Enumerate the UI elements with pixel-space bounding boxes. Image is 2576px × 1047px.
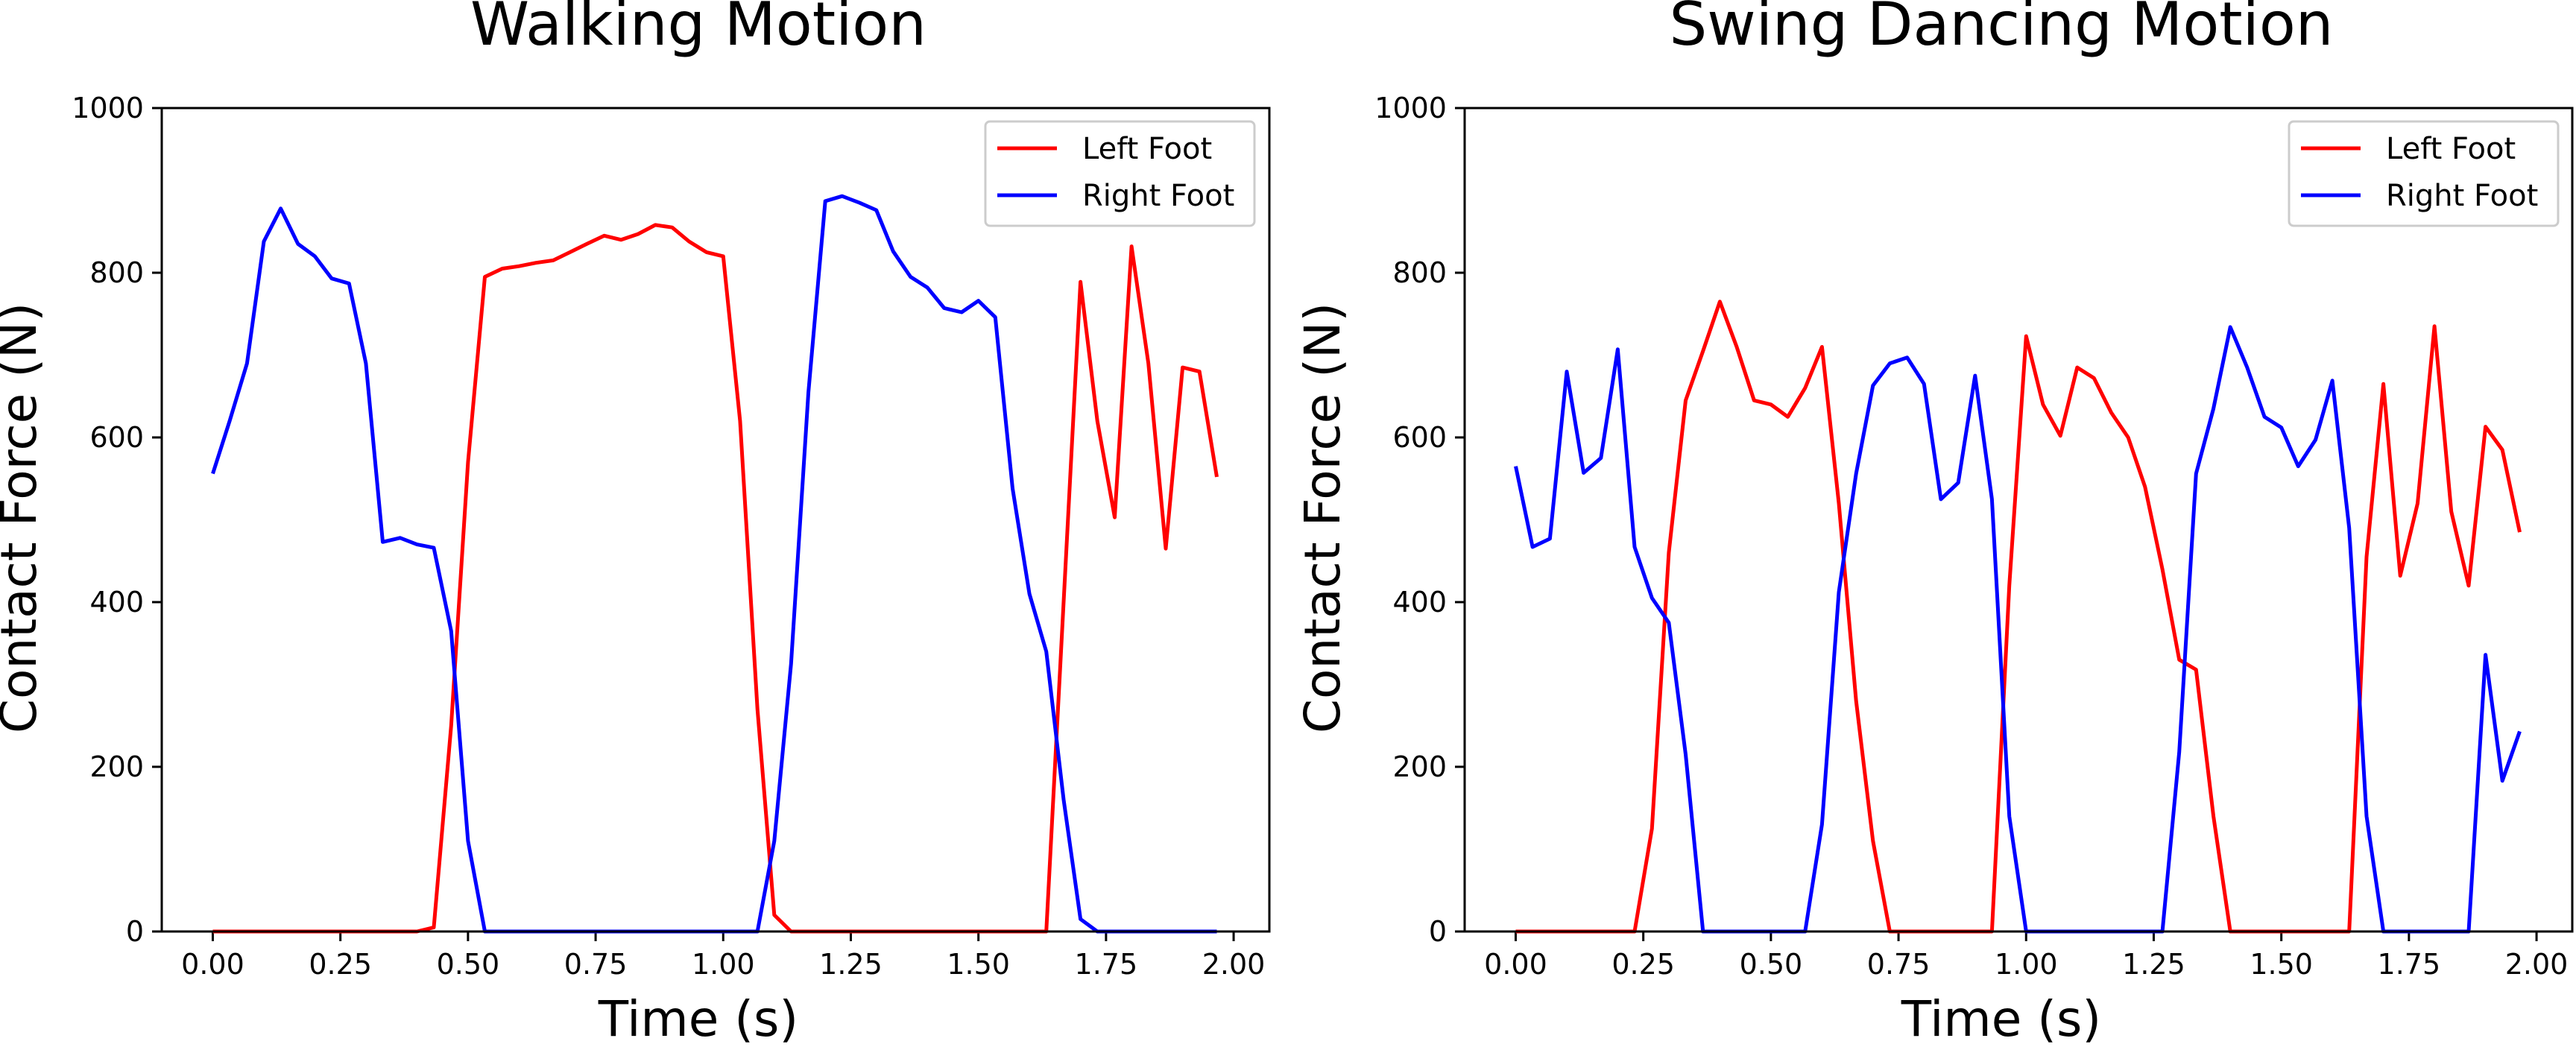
plot-frame	[160, 107, 1271, 933]
chart-title: Swing Dancing Motion	[1669, 0, 2333, 59]
axis-ticks: 0.00 0.25 0.50 0.75 1.00 1.25 1.50 1.75 2.00 0 200…	[1374, 92, 2568, 981]
x-tick-label: 1.00	[1995, 948, 2058, 981]
x-tick-label: 0.25	[1611, 948, 1675, 981]
series-line-left-foot	[212, 223, 1219, 934]
x-tick-label: 0.25	[309, 948, 372, 981]
legend-label-left-foot: Left Foot	[1082, 132, 1212, 166]
series-line-right-foot	[1514, 325, 2522, 934]
y-tick-label: 200	[89, 750, 144, 783]
legend-label-left-foot: Left Foot	[2386, 132, 2516, 166]
x-tick-label: 0.00	[1484, 948, 1547, 981]
y-tick-label: 600	[89, 421, 144, 454]
y-tick-label: 800	[1392, 256, 1447, 289]
y-tick-label: 0	[1429, 915, 1447, 948]
x-tick-label: 0.75	[1867, 948, 1931, 981]
y-axis-label: Contact Force (N)	[0, 303, 48, 733]
series-line-right-foot	[211, 194, 1217, 934]
chart-title: Walking Motion	[470, 0, 926, 59]
y-tick-label: 600	[1392, 421, 1447, 454]
x-tick-label: 0.50	[437, 948, 500, 981]
y-tick-label: 1000	[1374, 92, 1447, 124]
x-tick-label: 1.75	[2378, 948, 2441, 981]
plot-frame	[1463, 107, 2574, 933]
x-tick-label: 2.00	[2505, 948, 2569, 981]
legend: Left Foot Right Foot	[2288, 120, 2560, 227]
x-tick-label: 1.50	[2250, 948, 2313, 981]
legend-label-right-foot: Right Foot	[2386, 179, 2538, 213]
y-tick-label: 200	[1392, 750, 1447, 783]
y-tick-label: 0	[126, 915, 144, 948]
chart-swing-dancing: Swing Dancing Motion Time (s) Contact Fo…	[1294, 0, 2574, 1047]
axis-ticks: 0.00 0.25 0.50 0.75 1.00 1.25 1.50 1.75 2.00 0 200…	[72, 92, 1265, 981]
y-axis-label: Contact Force (N)	[1294, 303, 1351, 733]
plot-lines	[1514, 300, 2522, 934]
legend-label-right-foot: Right Foot	[1082, 179, 1234, 213]
x-tick-label: 1.50	[947, 948, 1010, 981]
plot-lines	[211, 194, 1219, 934]
x-axis-label: Time (s)	[1901, 990, 2101, 1043]
x-tick-label: 1.25	[819, 948, 883, 981]
x-axis-label: Time (s)	[598, 990, 798, 1043]
x-tick-label: 0.75	[564, 948, 628, 981]
y-tick-label: 400	[89, 586, 144, 619]
series-line-left-foot	[1515, 300, 2522, 934]
x-tick-label: 1.25	[2122, 948, 2185, 981]
x-tick-label: 0.00	[181, 948, 244, 981]
chart-walking: Walking Motion Time (s) Contact Force (N…	[0, 0, 1271, 1047]
y-tick-label: 800	[89, 256, 144, 289]
x-tick-label: 1.00	[692, 948, 755, 981]
y-tick-label: 1000	[72, 92, 144, 124]
x-tick-label: 0.50	[1740, 948, 1803, 981]
x-tick-label: 2.00	[1202, 948, 1266, 981]
legend: Left Foot Right Foot	[984, 120, 1256, 227]
y-tick-label: 400	[1392, 586, 1447, 619]
x-tick-label: 1.75	[1075, 948, 1138, 981]
